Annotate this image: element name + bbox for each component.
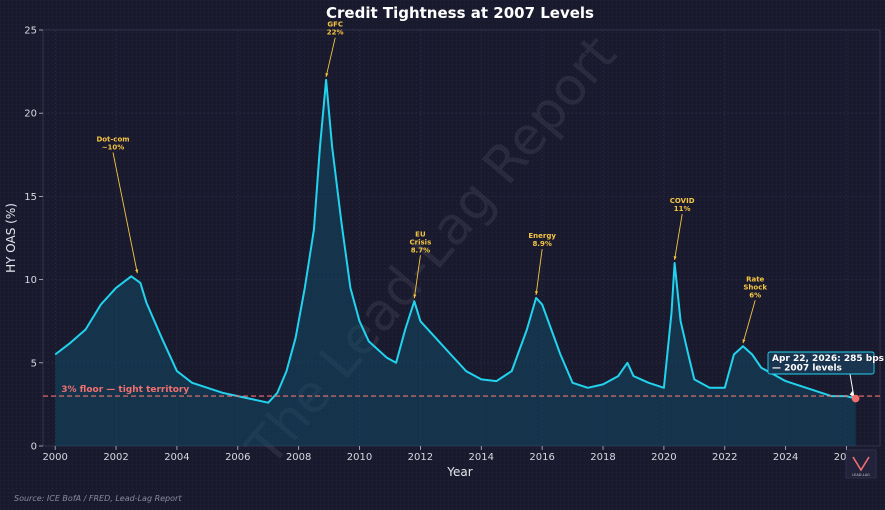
annotation-arrowhead <box>673 256 677 260</box>
callout-arrowhead <box>849 390 855 397</box>
y-tick-label: 5 <box>31 358 37 369</box>
annotation-arrow-line <box>742 300 756 344</box>
annotation-label: GFC <box>327 21 343 29</box>
y-tick-label: 20 <box>24 109 37 120</box>
annotation-arrow-line <box>325 37 336 78</box>
series-line <box>54 78 856 404</box>
annotation-label: 22% <box>327 29 344 37</box>
source-note: Source: ICE BofA / FRED, Lead-Lag Report <box>14 494 182 503</box>
annotation-label: 6% <box>749 291 761 299</box>
callout-label: Apr 22, 2026: 285 bps <box>772 354 884 364</box>
x-tick-label: 2018 <box>590 452 615 463</box>
annotation-arrowhead <box>742 339 746 344</box>
y-tick-label: 0 <box>31 442 37 453</box>
x-tick-label: 2016 <box>529 452 554 463</box>
x-axis-title: Year <box>446 465 472 479</box>
x-tick-label: 2022 <box>712 452 737 463</box>
current-point-marker <box>851 394 860 403</box>
series-area <box>55 79 856 447</box>
annotation-arrow-line <box>535 248 543 295</box>
x-tick-label: 2010 <box>347 452 372 463</box>
annotation-label: 11% <box>674 205 691 213</box>
annotation: Dot-com~10% <box>96 135 139 274</box>
x-tick-label: 2006 <box>225 452 250 463</box>
annotation-label: 8.7% <box>411 246 430 254</box>
annotation-label: ~10% <box>102 143 125 151</box>
svg-text:LEAD-LAG: LEAD-LAG <box>852 473 870 477</box>
y-tick-label: 10 <box>24 275 37 286</box>
y-tick-label: 25 <box>24 26 37 37</box>
annotation-label: Energy <box>528 232 556 240</box>
y-axis-title: HY OAS (%) <box>4 203 18 273</box>
annotation-label: EU <box>415 230 426 238</box>
annotation-arrowhead <box>325 73 329 77</box>
chart-title: Credit Tightness at 2007 Levels <box>326 4 594 22</box>
annotation-arrow-line <box>413 255 421 299</box>
x-tick-label: 2012 <box>408 452 433 463</box>
annotation-arrow-line <box>112 152 138 274</box>
y-tick-label: 15 <box>24 192 37 203</box>
x-tick-label: 2000 <box>42 452 67 463</box>
annotation-label: COVID <box>670 197 695 205</box>
annotation-label: Shock <box>743 283 767 291</box>
annotation-arrowhead <box>413 294 417 299</box>
floor-label: 3% floor — tight territory <box>61 385 189 395</box>
x-tick-label: 2004 <box>164 452 189 463</box>
lead-lag-logo: LEAD-LAG <box>845 449 877 479</box>
x-tick-label: 2014 <box>469 452 494 463</box>
x-tick-label: 2008 <box>286 452 311 463</box>
x-tick-label: 2002 <box>103 452 128 463</box>
callout-box <box>767 351 875 375</box>
annotation-label: Dot-com <box>96 135 129 143</box>
callout-label: — 2007 levels <box>772 364 842 374</box>
annotation-label: Rate <box>746 275 764 283</box>
annotation-label: Crisis <box>410 238 432 246</box>
annotation-arrowhead <box>535 291 539 295</box>
annotation-label: 8.9% <box>532 240 551 248</box>
annotation-arrow-line <box>674 213 683 261</box>
x-tick-label: 2020 <box>651 452 676 463</box>
annotation-arrowhead <box>135 269 139 274</box>
x-tick-label: 2024 <box>773 452 798 463</box>
